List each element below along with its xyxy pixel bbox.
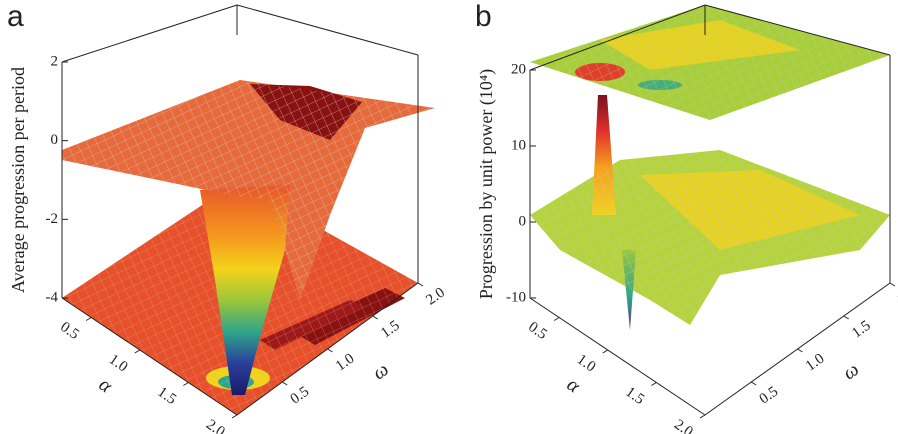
y-tick [750, 381, 757, 386]
x-tick [183, 382, 189, 386]
x-tick-label: 2.0 [671, 417, 696, 434]
z-axis-label: Average progression per period [8, 67, 28, 293]
y-tick-label: 1.0 [333, 351, 358, 375]
panel-label: a [7, 0, 24, 33]
x-tick-label: 1.5 [622, 384, 647, 408]
x-tick-label: 1.0 [106, 352, 131, 376]
box-edge [61, 4, 238, 63]
box-edge [704, 4, 891, 56]
x-tick-label: 0.5 [57, 319, 82, 343]
x-tick [134, 349, 141, 354]
z-tick-label: -2 [46, 211, 59, 227]
y-tick-label: 1.5 [849, 318, 874, 342]
x-tick [651, 382, 657, 386]
y-tick-label: 1.5 [378, 318, 403, 342]
box-edge [236, 4, 419, 56]
y-tick [281, 381, 288, 386]
z-tick-label: 0 [51, 132, 59, 148]
y-tick-label: 2.0 [895, 285, 898, 309]
y-tick [417, 282, 424, 287]
x-tick [85, 317, 92, 321]
x-tick [231, 414, 238, 419]
y-tick [889, 282, 896, 287]
x-tick [553, 317, 560, 321]
x-tick [602, 349, 609, 354]
x-tick-label: 2.0 [203, 417, 228, 434]
x-tick-label: 0.5 [525, 319, 550, 343]
y-tick [797, 348, 803, 353]
panel-label: b [475, 0, 492, 33]
y-tick [843, 315, 850, 320]
x-axis-label: α [563, 373, 585, 397]
y-tick [327, 348, 333, 353]
x-axis-label: α [95, 373, 117, 397]
y-tick-label: 2.0 [423, 285, 448, 309]
y-tick-label: 0.5 [288, 384, 313, 408]
z-axis-label: Progression by unit power (10⁴) [476, 69, 497, 299]
x-tick-label: 1.0 [574, 352, 599, 376]
y-tick [372, 315, 379, 320]
z-tick-label: 20 [511, 61, 526, 77]
y-tick-label: 0.5 [757, 384, 782, 408]
z-tick-label: 0 [519, 213, 527, 229]
z-tick-label: -4 [46, 289, 59, 305]
z-tick-label: 10 [511, 137, 526, 153]
surface-a [62, 80, 435, 415]
y-tick-label: 1.0 [803, 351, 828, 375]
surface-b [530, 5, 890, 330]
z-tick-label: -10 [506, 289, 526, 305]
y-axis-label: ω [839, 358, 863, 384]
x-tick-label: 1.5 [154, 384, 179, 408]
box-edge [529, 4, 706, 71]
z-tick-label: 2 [51, 53, 59, 69]
y-axis-label: ω [369, 358, 393, 384]
x-tick [699, 414, 706, 419]
